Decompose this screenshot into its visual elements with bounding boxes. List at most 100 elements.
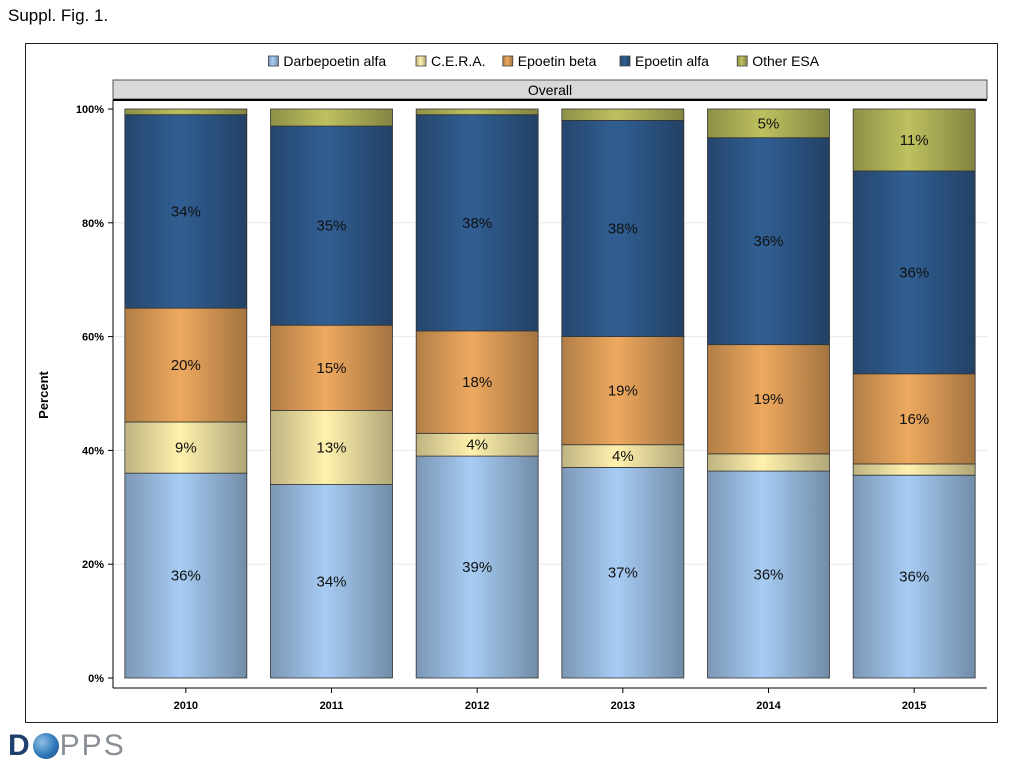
bar-2011 — [270, 108, 393, 679]
data-label-2013-epoetin-beta: 19% — [608, 383, 638, 400]
bar-2013 — [561, 108, 685, 679]
legend-label-c-e-r-a: C.E.R.A. — [431, 53, 485, 69]
legend-label-other-esa: Other ESA — [752, 53, 820, 69]
panel-header: Overall — [112, 79, 988, 101]
bar-segment-2010-other-esa — [124, 108, 248, 116]
data-label-2015-darbepoetin-alfa: 36% — [899, 569, 929, 586]
bar-2012 — [415, 108, 539, 679]
bar-segment-2014-epoetin-beta — [707, 344, 830, 455]
legend-swatch-epoetin-beta — [502, 55, 514, 67]
y-axis-label: Percent — [36, 370, 51, 418]
bar-segment-2012-epoetin-alfa — [415, 114, 539, 332]
y-tick-label: 40% — [82, 445, 104, 457]
bar-segment-2015-other-esa — [852, 108, 976, 172]
bar-segment-2015-c-e-r-a — [852, 463, 976, 476]
bar-2014 — [707, 108, 830, 679]
y-tick-labels: 0% 20% 40% 60% 80% 100% — [76, 104, 104, 685]
legend: Darbepoetin alfa C.E.R.A. Epoetin beta Epoe… — [267, 53, 820, 69]
x-tick-label-2012: 2012 — [465, 700, 489, 712]
legend-item-darbepoetin-alfa: Darbepoetin alfa — [267, 53, 386, 69]
bar-segment-2015-epoetin-alfa — [852, 170, 976, 375]
bar-segment-2013-other-esa — [561, 108, 685, 121]
y-tick-label: 20% — [82, 559, 104, 571]
data-label-2015-epoetin-beta: 16% — [899, 411, 929, 428]
x-tick-label-2015: 2015 — [902, 700, 926, 712]
bar-segment-2015-epoetin-beta — [852, 373, 976, 465]
data-label-2011-epoetin-alfa: 35% — [316, 218, 346, 235]
legend-label-epoetin-alfa: Epoetin alfa — [635, 53, 709, 69]
data-label-2013-darbepoetin-alfa: 37% — [608, 565, 638, 582]
legend-swatch-epoetin-alfa — [619, 55, 631, 67]
legend-item-c-e-r-a: C.E.R.A. — [415, 53, 485, 69]
y-tick-label: 0% — [88, 673, 104, 685]
legend-label-darbepoetin-alfa: Darbepoetin alfa — [283, 53, 386, 69]
panel-title: Overall — [528, 82, 572, 98]
x-tick-labels: 2010 2011 2012 2013 2014 2015 — [174, 700, 927, 712]
dopps-logo: D PPS — [8, 728, 126, 764]
bar-segment-2014-epoetin-alfa — [707, 137, 830, 346]
bar-segment-2011-epoetin-beta — [270, 324, 393, 411]
x-tick-label-2011: 2011 — [320, 700, 344, 712]
bar-segment-2010-c-e-r-a — [124, 421, 248, 474]
bar-segment-2015-darbepoetin-alfa — [852, 474, 976, 679]
data-label-2011-c-e-r-a: 13% — [316, 440, 346, 457]
globe-icon — [32, 733, 59, 759]
data-label-2014-darbepoetin-alfa: 36% — [753, 567, 783, 584]
legend-item-other-esa: Other ESA — [736, 53, 820, 69]
data-label-2013-c-e-r-a: 4% — [612, 448, 634, 465]
x-tick-label-2010: 2010 — [174, 700, 198, 712]
y-tick-label: 80% — [82, 218, 104, 230]
data-label-2014-epoetin-alfa: 36% — [753, 233, 783, 250]
data-label-2010-epoetin-beta: 20% — [171, 357, 201, 374]
data-label-2013-epoetin-alfa: 38% — [608, 220, 638, 237]
bar-2015 — [852, 108, 976, 679]
data-label-2012-c-e-r-a: 4% — [466, 437, 488, 454]
bar-segment-2011-darbepoetin-alfa — [270, 484, 393, 679]
bar-segment-2012-other-esa — [415, 108, 539, 116]
data-label-2012-darbepoetin-alfa: 39% — [462, 559, 492, 576]
bar-segment-2012-epoetin-beta — [415, 330, 539, 434]
data-label-2012-epoetin-beta: 18% — [462, 374, 492, 391]
legend-swatch-darbepoetin-alfa — [267, 55, 279, 67]
data-label-2010-c-e-r-a: 9% — [175, 440, 197, 457]
bar-segment-2013-darbepoetin-alfa — [561, 467, 685, 679]
bar-segment-2012-darbepoetin-alfa — [415, 455, 539, 679]
y-tick-label: 60% — [82, 332, 104, 344]
axes — [108, 100, 987, 693]
segment-labels: 36% 9% 20% 34% 34% 13% 15% 35% 39% 4% 18% 38% 37% 4% 1… — [171, 115, 929, 590]
data-label-2015-other-esa: 11% — [900, 132, 929, 149]
bars — [124, 108, 976, 679]
data-label-2010-darbepoetin-alfa: 36% — [171, 568, 201, 585]
figure-label: Suppl. Fig. 1. — [8, 6, 109, 25]
bar-segment-2010-epoetin-alfa — [124, 114, 248, 309]
logo-letters-pps: PPS — [59, 729, 126, 762]
data-label-2014-epoetin-beta: 19% — [753, 391, 783, 408]
legend-swatch-c-e-r-a — [415, 55, 427, 67]
legend-label-epoetin-beta: Epoetin beta — [518, 53, 597, 69]
bar-segment-2011-epoetin-alfa — [270, 125, 393, 326]
x-tick-label-2013: 2013 — [611, 700, 635, 712]
bar-segment-2013-epoetin-beta — [561, 336, 685, 446]
y-tick-label: 100% — [76, 104, 104, 116]
legend-item-epoetin-alfa: Epoetin alfa — [619, 53, 709, 69]
bar-2010 — [124, 108, 248, 679]
data-label-2011-epoetin-beta: 15% — [316, 360, 346, 377]
data-label-2015-epoetin-alfa: 36% — [899, 264, 929, 281]
bar-segment-2010-epoetin-beta — [124, 307, 248, 423]
bar-segment-2013-epoetin-alfa — [561, 119, 685, 337]
bar-segment-2011-other-esa — [270, 108, 393, 127]
legend-swatch-other-esa — [736, 55, 748, 67]
data-label-2014-other-esa: 5% — [758, 115, 780, 132]
bar-segment-2014-c-e-r-a — [707, 453, 830, 472]
bar-segment-2014-other-esa — [707, 108, 830, 139]
x-tick-label-2014: 2014 — [756, 700, 781, 712]
data-label-2011-darbepoetin-alfa: 34% — [316, 573, 346, 590]
data-label-2012-epoetin-alfa: 38% — [462, 215, 492, 232]
legend-item-epoetin-beta: Epoetin beta — [502, 53, 597, 69]
data-label-2010-epoetin-alfa: 34% — [171, 203, 201, 220]
bar-segment-2014-darbepoetin-alfa — [707, 470, 830, 679]
gridlines — [113, 222, 987, 565]
chart-frame — [25, 43, 998, 723]
logo-letter-d: D — [8, 729, 32, 762]
stacked-bar-chart: Darbepoetin alfa C.E.R.A. Epoetin beta Epoe… — [36, 53, 988, 712]
